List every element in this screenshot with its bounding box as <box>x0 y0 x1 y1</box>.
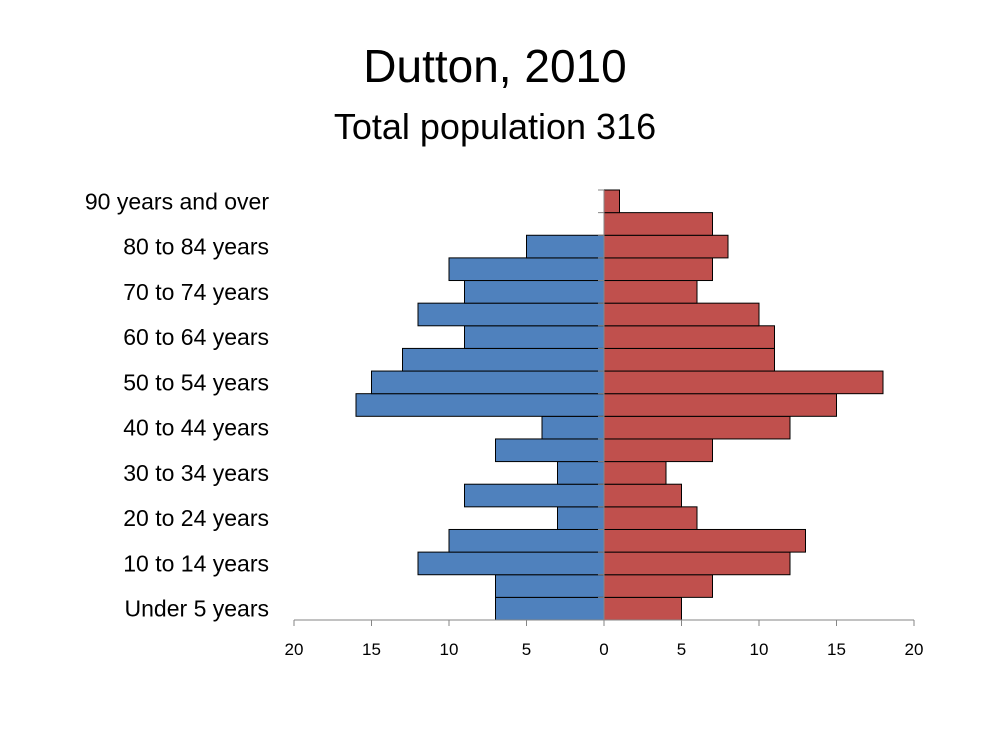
x-tick-label: 10 <box>440 640 459 659</box>
right-bar-25-to-29-years <box>603 483 682 508</box>
left-bar-25-to-29-years <box>464 483 605 508</box>
left-bar-10-to-14-years <box>417 551 605 576</box>
x-tick-label: 5 <box>522 640 531 659</box>
left-bar-50-to-54-years <box>371 370 605 395</box>
x-tick-label: 20 <box>285 640 304 659</box>
right-bar-30-to-34-years <box>603 461 667 485</box>
category-label: 20 to 24 years <box>123 505 269 531</box>
right-bar-5-to-9-years <box>603 574 713 598</box>
left-bar-65-to-69-years <box>417 302 605 327</box>
left-bar-45-to-49-years <box>355 393 605 417</box>
left-bar-5-to-9-years <box>495 574 605 598</box>
left-bar-75-to-79-years <box>448 257 605 282</box>
left-bar-55-to-59-years <box>402 347 605 372</box>
right-bar-70-to-74-years <box>603 280 698 304</box>
right-bar-45-to-49-years <box>603 393 837 417</box>
category-label: 70 to 74 years <box>123 279 269 305</box>
left-bar-under-5-years <box>495 596 605 621</box>
x-tick-label: 0 <box>599 640 608 659</box>
left-bar-35-to-39-years <box>495 438 605 463</box>
x-tick-label: 15 <box>362 640 381 659</box>
x-tick-label: 5 <box>677 640 686 659</box>
right-bar-20-to-24-years <box>603 506 698 530</box>
axes <box>293 189 915 626</box>
right-bar-80-to-84-years <box>603 234 729 259</box>
right-bar-10-to-14-years <box>603 551 791 576</box>
right-bar-65-to-69-years <box>603 302 760 327</box>
right-series-bars <box>603 189 884 621</box>
left-bar-40-to-44-years <box>541 415 605 440</box>
left-series-bars <box>355 234 605 621</box>
left-bar-20-to-24-years <box>557 506 605 530</box>
right-bar-50-to-54-years <box>603 370 884 395</box>
x-tick-label: 10 <box>750 640 769 659</box>
category-label: Under 5 years <box>125 596 269 622</box>
category-label: 80 to 84 years <box>123 234 269 260</box>
x-tick-labels: 20 15 10 5 0 5 10 15 20 <box>285 640 924 659</box>
category-label: 50 to 54 years <box>123 369 269 395</box>
right-bar-60-to-64-years <box>603 325 775 349</box>
chart-title: Dutton, 2010 <box>363 40 627 92</box>
category-label: 30 to 34 years <box>123 460 269 486</box>
right-bar-90-years-and-over <box>603 189 620 214</box>
left-bar-30-to-34-years <box>557 461 605 485</box>
category-label: 10 to 14 years <box>123 550 269 576</box>
chart-subtitle: Total population 316 <box>333 106 657 147</box>
right-bar-55-to-59-years <box>603 347 775 372</box>
x-tick-label: 20 <box>905 640 924 659</box>
right-bar-85-to-89-years <box>603 212 713 236</box>
category-label: 60 to 64 years <box>123 324 269 350</box>
right-bar-75-to-79-years <box>603 257 713 282</box>
left-bar-15-to-19-years <box>448 528 605 553</box>
category-label: 40 to 44 years <box>123 415 269 441</box>
right-bar-35-to-39-years <box>603 438 713 463</box>
category-labels: Under 5 years 10 to 14 years 20 to 24 year… <box>85 188 269 621</box>
left-bar-80-to-84-years <box>526 234 605 259</box>
left-bar-70-to-74-years <box>464 280 605 304</box>
category-label: 90 years and over <box>85 188 269 214</box>
right-bar-15-to-19-years <box>603 528 806 553</box>
x-tick-label: 15 <box>827 640 846 659</box>
left-bar-60-to-64-years <box>464 325 605 349</box>
right-bar-under-5-years <box>603 596 682 621</box>
right-bar-40-to-44-years <box>603 415 791 440</box>
